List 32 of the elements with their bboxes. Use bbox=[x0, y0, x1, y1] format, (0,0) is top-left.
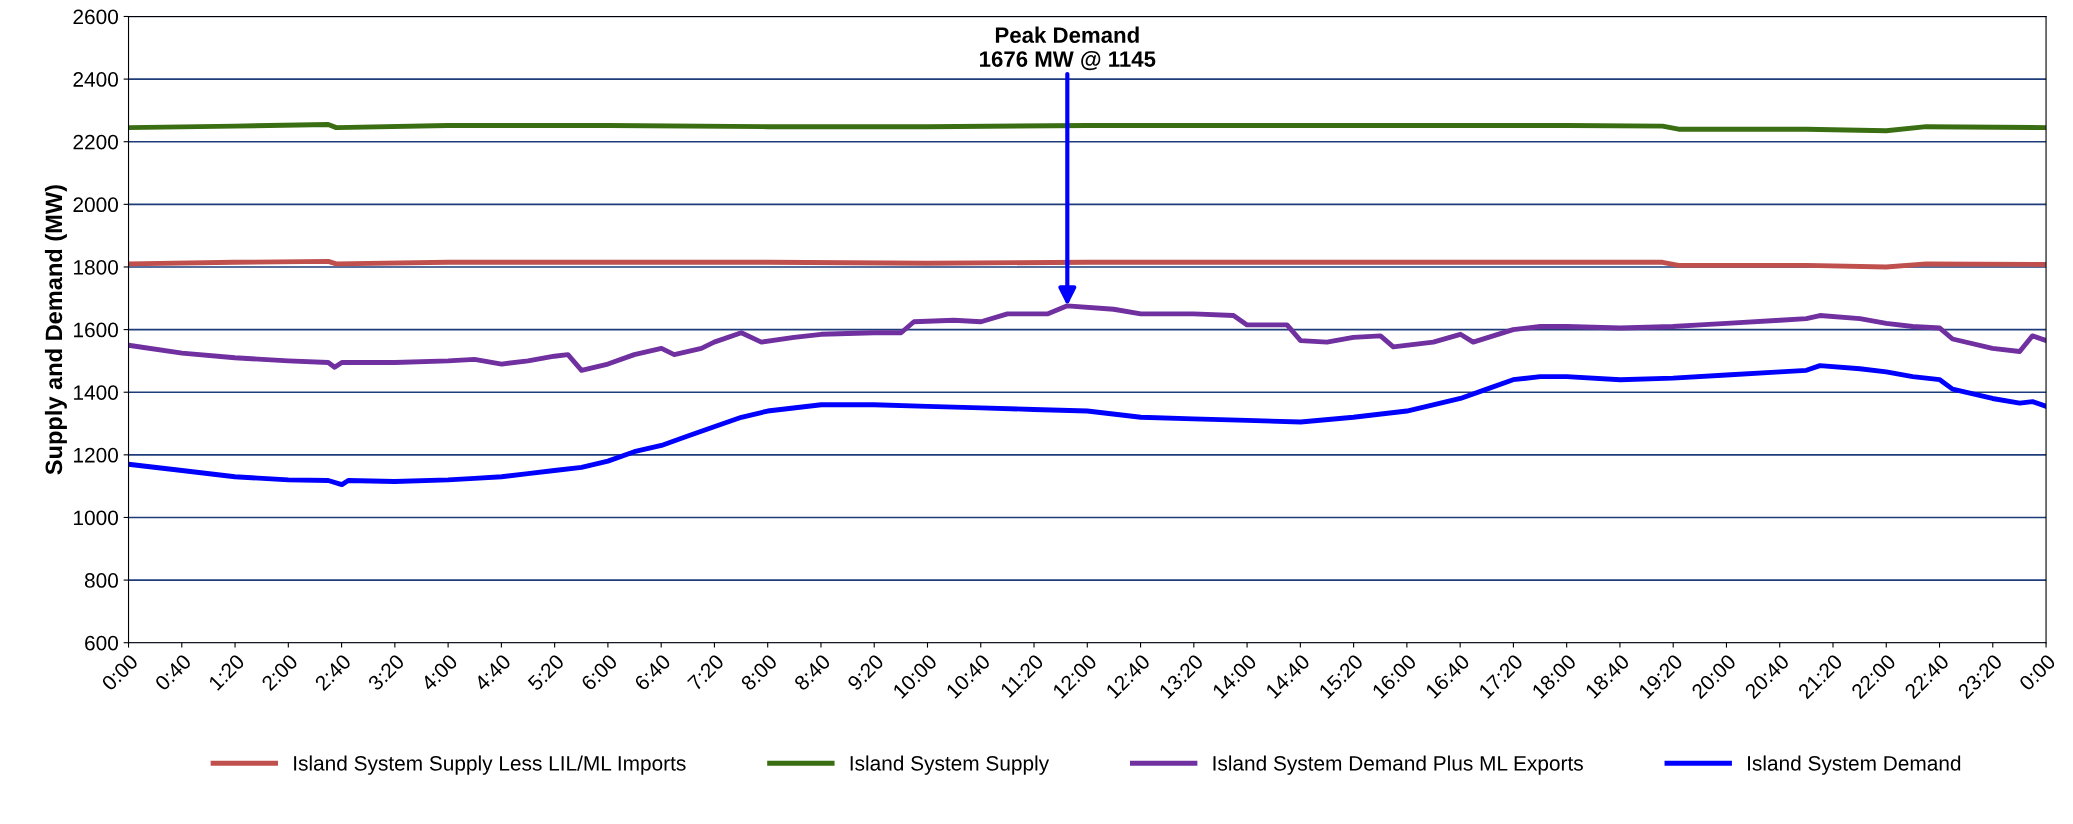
x-tick-label: 0:00 bbox=[100, 653, 139, 692]
y-tick-label: 2400 bbox=[73, 72, 118, 87]
x-tick-label: 8:00 bbox=[740, 653, 778, 692]
y-tick-label: 800 bbox=[84, 573, 118, 588]
y-tick-label: 600 bbox=[85, 635, 118, 651]
x-tick-label: 5:20 bbox=[526, 653, 565, 692]
line-series bbox=[128, 363, 2047, 488]
x-tick-label: 8:40 bbox=[793, 653, 832, 692]
y-tick-label: 1600 bbox=[74, 322, 118, 338]
y-tick-label: 1400 bbox=[74, 385, 118, 400]
annotation: Peak Demand 1676 MW @ 1145 bbox=[980, 26, 1156, 71]
x-tick-label: 3:20 bbox=[367, 653, 406, 692]
x-tick-label: 9:20 bbox=[846, 653, 885, 692]
legend-label: Island System Demand Plus ML Exports bbox=[1213, 755, 1583, 775]
x-tick-label: 4:40 bbox=[473, 653, 512, 692]
x-tick-label: 6:00 bbox=[580, 653, 619, 692]
y-tick-label: 1200 bbox=[74, 447, 118, 463]
y-tick-label: 2200 bbox=[73, 134, 118, 150]
y-tick-label: 2600 bbox=[73, 9, 118, 25]
y-axis-title: Supply and Demand (MW) bbox=[44, 185, 67, 475]
y-tick-label: 1000 bbox=[74, 510, 118, 526]
y-tick-label: 1800 bbox=[74, 259, 118, 275]
legend-label: Island System Demand bbox=[1748, 755, 1961, 775]
x-tick-label: 7:20 bbox=[686, 653, 725, 692]
x-tick-label: 0:00 bbox=[2018, 653, 2057, 692]
line-series bbox=[128, 122, 2047, 134]
x-tick-label: 4:00 bbox=[420, 653, 459, 692]
legend-label: Island System Supply bbox=[850, 755, 1050, 775]
x-tick-label: 6:40 bbox=[633, 653, 672, 692]
y-tick-label: 2000 bbox=[73, 197, 118, 213]
x-tick-label: 0:40 bbox=[154, 653, 193, 692]
legend-label: Island System Supply Less LIL/ML Imports bbox=[294, 755, 686, 775]
